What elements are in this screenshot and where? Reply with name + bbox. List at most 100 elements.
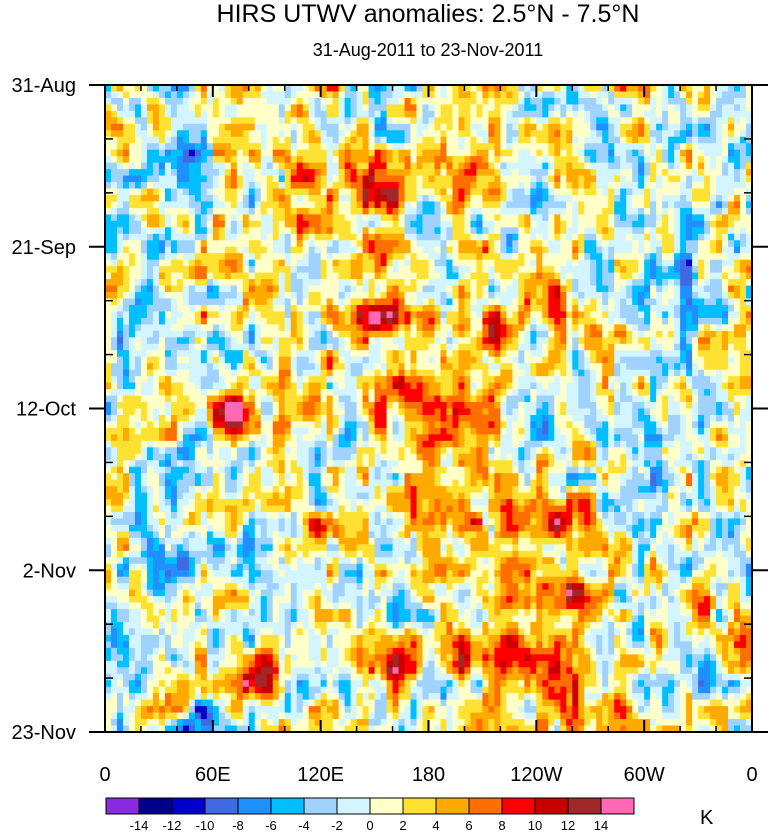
field-cell — [644, 169, 651, 177]
field-cell — [740, 130, 747, 138]
field-cell — [740, 188, 747, 196]
field-cell — [182, 292, 190, 300]
field-cell — [644, 356, 651, 364]
field-cell — [692, 233, 699, 241]
field-cell — [704, 233, 711, 241]
field-cell — [644, 136, 651, 144]
field-cell — [356, 123, 364, 131]
field-cell — [236, 382, 244, 390]
field-cell — [512, 162, 519, 170]
field-cell — [356, 136, 364, 144]
field-cell — [320, 376, 328, 384]
field-cell — [470, 259, 478, 267]
field-cell — [212, 369, 220, 377]
field-cell — [494, 97, 501, 106]
field-cell — [152, 330, 160, 338]
field-cell — [368, 350, 376, 358]
field-cell — [374, 110, 382, 118]
field-cell — [554, 156, 561, 164]
field-cell — [554, 130, 561, 138]
field-cell — [458, 272, 466, 280]
field-cell — [620, 188, 627, 196]
field-cell — [560, 201, 567, 209]
field-cell — [296, 220, 304, 228]
field-cell — [698, 279, 705, 287]
field-cell — [224, 136, 232, 144]
field-cell — [566, 259, 573, 267]
field-cell — [620, 311, 627, 319]
field-cell — [242, 182, 250, 190]
field-cell — [308, 214, 316, 222]
field-cell — [542, 311, 549, 319]
field-cell — [398, 304, 406, 313]
field-cell — [314, 343, 322, 351]
field-cell — [332, 182, 340, 190]
field-cell — [644, 363, 651, 371]
field-cell — [542, 298, 549, 306]
field-cell — [140, 97, 148, 106]
field-cell — [206, 240, 214, 248]
field-cell — [638, 356, 645, 364]
field-cell — [224, 298, 232, 306]
field-cell — [740, 330, 747, 338]
field-cell — [446, 175, 454, 183]
field-cell — [458, 110, 466, 118]
field-cell — [380, 182, 388, 190]
field-cell — [428, 117, 436, 125]
field-cell — [578, 324, 585, 332]
field-cell — [272, 317, 280, 325]
field-cell — [662, 220, 669, 228]
field-cell — [524, 182, 531, 190]
field-cell — [440, 91, 448, 99]
field-cell — [524, 123, 531, 131]
field-cell — [686, 330, 693, 338]
field-cell — [188, 253, 196, 261]
field-cell — [194, 311, 202, 319]
field-cell — [140, 201, 148, 209]
field-cell — [320, 143, 328, 151]
field-cell — [470, 279, 478, 287]
field-cell — [278, 246, 286, 254]
field-cell — [416, 156, 424, 164]
field-cell — [356, 311, 364, 319]
field-cell — [146, 201, 154, 209]
field-cell — [440, 253, 448, 261]
field-cell — [272, 337, 280, 345]
field-cell — [392, 175, 400, 183]
field-cell — [578, 350, 585, 358]
field-cell — [536, 279, 543, 287]
field-cell — [422, 130, 430, 138]
field-cell — [704, 182, 711, 190]
field-cell — [152, 201, 160, 209]
field-cell — [374, 343, 382, 351]
field-cell — [566, 85, 573, 93]
field-cell — [422, 104, 430, 112]
field-cell — [626, 246, 633, 254]
field-cell — [512, 110, 519, 118]
field-cell — [266, 85, 274, 93]
field-cell — [716, 214, 723, 222]
field-cell — [182, 207, 190, 215]
field-cell — [272, 194, 280, 203]
field-cell — [266, 207, 274, 215]
field-cell — [260, 104, 268, 112]
field-cell — [134, 253, 142, 261]
field-cell — [152, 311, 160, 319]
field-cell — [230, 240, 238, 248]
field-cell — [740, 298, 747, 306]
field-cell — [512, 143, 519, 151]
field-cell — [362, 214, 370, 222]
field-cell — [500, 363, 507, 371]
field-cell — [524, 233, 531, 241]
field-cell — [152, 363, 160, 371]
field-cell — [674, 136, 681, 144]
field-cell — [332, 175, 340, 183]
field-cell — [200, 311, 208, 319]
field-cell — [236, 266, 244, 274]
field-cell — [464, 292, 472, 300]
field-cell — [644, 207, 651, 215]
field-cell — [296, 117, 304, 125]
field-cell — [152, 136, 160, 144]
field-cell — [206, 104, 214, 112]
field-cell — [740, 317, 747, 325]
